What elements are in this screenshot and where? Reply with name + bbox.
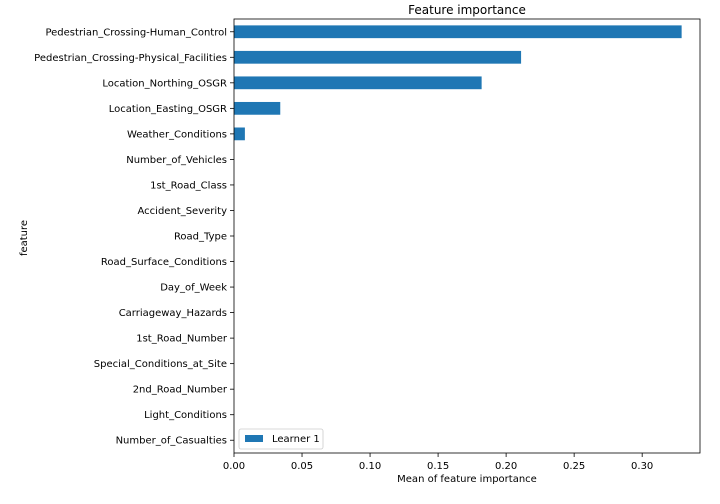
x-tick-label: 0.20 — [495, 461, 517, 472]
legend-label: Learner 1 — [272, 434, 320, 445]
x-tick-label: 0.15 — [427, 461, 449, 472]
x-axis-label: Mean of feature importance — [397, 474, 537, 485]
bar — [234, 25, 682, 39]
y-tick-label: Accident_Severity — [138, 206, 228, 217]
plot-frame — [233, 18, 701, 454]
x-tick-label: 0.30 — [631, 461, 653, 472]
bar — [234, 127, 245, 141]
bars-group — [234, 25, 682, 141]
chart-title: Feature importance — [408, 3, 526, 17]
y-tick-label: Road_Surface_Conditions — [101, 257, 227, 268]
x-tick-label: 0.10 — [359, 461, 381, 472]
y-tick-label: 1st_Road_Class — [150, 180, 227, 191]
x-tick-label: 0.00 — [223, 461, 245, 472]
y-tick-label: Day_of_Week — [160, 283, 227, 294]
legend-swatch — [245, 435, 263, 442]
bar — [234, 101, 281, 115]
y-tick-label: 2nd_Road_Number — [133, 385, 228, 396]
x-axis-ticks: 0.00 0.05 0.10 0.15 0.20 0.25 0.30 — [223, 453, 653, 472]
y-tick-label: Pedestrian_Crossing-Human_Control — [45, 27, 227, 38]
y-tick-label: Road_Type — [174, 232, 227, 243]
y-tick-label: Number_of_Vehicles — [126, 155, 227, 166]
legend-box — [238, 428, 324, 450]
x-tick-label: 0.25 — [563, 461, 585, 472]
y-axis-ticks: Pedestrian_Crossing-Human_Control Pedestr… — [34, 27, 234, 447]
y-tick-label: Number_of_Casualties — [116, 436, 227, 447]
y-tick-label: Carriageway_Hazards — [119, 308, 227, 319]
bar — [234, 76, 482, 90]
bar — [234, 50, 522, 64]
legend: Learner 1 — [238, 428, 324, 450]
y-tick-label: Pedestrian_Crossing-Physical_Facilities — [34, 53, 227, 64]
y-tick-label: Location_Easting_OSGR — [109, 104, 227, 115]
y-tick-label: Location_Northing_OSGR — [102, 78, 227, 89]
y-axis-label: feature — [19, 220, 30, 256]
y-tick-label: Light_Conditions — [144, 410, 227, 421]
x-tick-label: 0.05 — [291, 461, 313, 472]
y-tick-label: Special_Conditions_at_Site — [94, 359, 227, 370]
y-tick-label: 1st_Road_Number — [136, 334, 228, 345]
y-tick-label: Weather_Conditions — [127, 129, 227, 140]
